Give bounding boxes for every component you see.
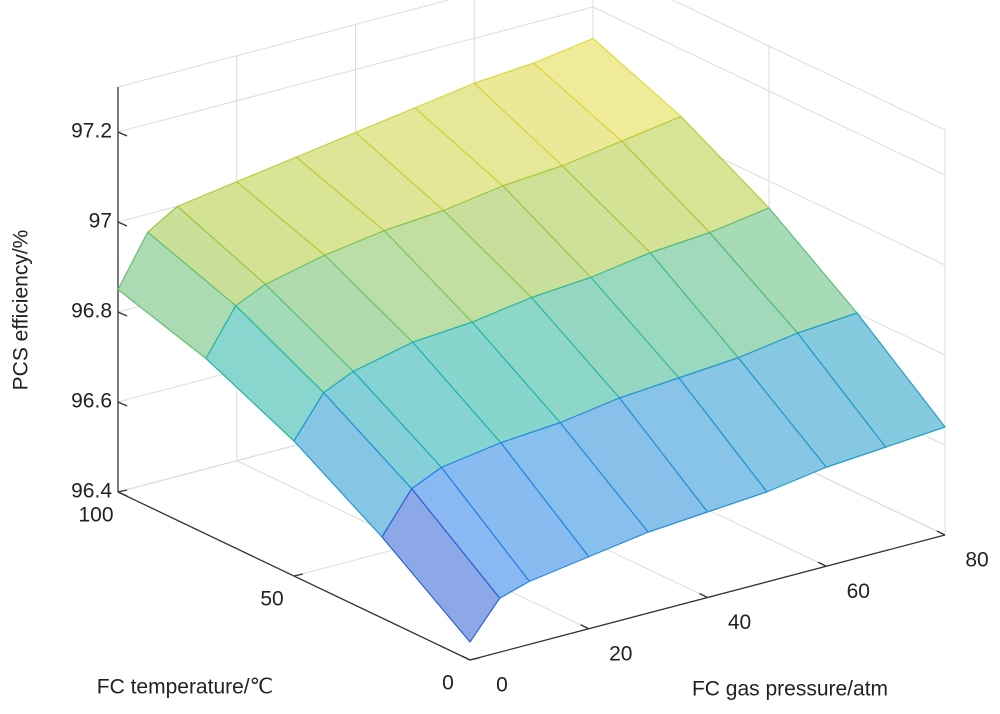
- x-tick-label: 60: [847, 580, 870, 603]
- tick-mark: [817, 561, 827, 567]
- z-tick-label: 96.8: [71, 300, 112, 323]
- tick-mark: [117, 489, 128, 493]
- z-tick-label: 96.4: [71, 480, 112, 503]
- y-tick-label: 50: [260, 588, 283, 611]
- tick-mark: [117, 221, 128, 227]
- tick-mark: [936, 530, 946, 536]
- tick-mark: [117, 311, 128, 317]
- x-tick-label: 0: [496, 674, 508, 697]
- z-tick-label: 96.6: [71, 390, 112, 413]
- tick-mark: [117, 491, 128, 497]
- tick-mark: [580, 624, 590, 630]
- y-tick-label: 0: [442, 672, 454, 695]
- x-tick-label: 40: [728, 611, 751, 634]
- x-axis-label: FC gas pressure/atm: [692, 678, 888, 701]
- tick-mark: [293, 573, 304, 577]
- z-axis-label: PCS efficiency/%: [10, 230, 33, 391]
- tick-mark: [469, 657, 480, 661]
- x-tick-label: 80: [965, 549, 988, 572]
- x-tick-label: 20: [609, 642, 632, 665]
- tick-mark: [117, 131, 128, 137]
- tick-mark: [117, 401, 128, 407]
- tick-mark: [461, 655, 471, 661]
- y-axis-label: FC temperature/℃: [97, 676, 273, 699]
- surface-patch: [381, 488, 501, 643]
- z-tick-label: 97: [89, 210, 112, 233]
- y-tick-label: 100: [78, 504, 113, 527]
- tick-mark: [699, 592, 708, 599]
- z-tick-label: 97.2: [71, 120, 112, 143]
